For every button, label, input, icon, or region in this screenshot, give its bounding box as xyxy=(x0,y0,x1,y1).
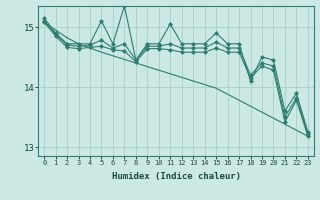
X-axis label: Humidex (Indice chaleur): Humidex (Indice chaleur) xyxy=(111,172,241,181)
